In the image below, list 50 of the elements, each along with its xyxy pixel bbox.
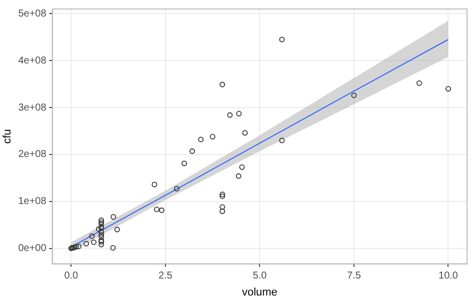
y-tick-label: 0e+00: [18, 243, 47, 254]
point: [189, 148, 195, 154]
point: [242, 130, 248, 136]
x-tick-label: 0.0: [64, 270, 79, 282]
point: [98, 217, 104, 223]
point: [89, 233, 95, 239]
point: [98, 234, 104, 240]
point: [154, 206, 160, 212]
point: [445, 86, 451, 92]
point: [210, 134, 216, 140]
x-axis-title: volume: [242, 286, 278, 298]
x-tick-label: 7.5: [347, 270, 362, 282]
point: [98, 219, 104, 225]
point: [227, 112, 233, 118]
point: [236, 110, 242, 116]
point: [152, 182, 158, 188]
point: [198, 136, 204, 142]
point: [220, 208, 226, 214]
y-axis-title: cfu: [2, 129, 14, 144]
point: [76, 244, 82, 250]
point: [91, 239, 97, 245]
point: [220, 82, 226, 88]
point: [98, 229, 104, 235]
point: [236, 173, 242, 179]
point: [279, 36, 285, 42]
point: [98, 242, 104, 248]
point: [114, 226, 120, 232]
point: [98, 232, 104, 238]
y-tick-label: 1e+08: [18, 196, 47, 208]
point: [174, 186, 180, 192]
point: [83, 240, 89, 246]
point: [73, 244, 79, 250]
point: [220, 204, 226, 210]
point: [279, 138, 285, 144]
point: [98, 221, 104, 227]
point: [158, 208, 164, 214]
point: [182, 160, 188, 166]
point: [110, 214, 116, 220]
point: [96, 226, 102, 232]
y-tick-label: 4e+08: [18, 55, 47, 66]
point: [416, 80, 422, 86]
x-tick-label: 2.5: [158, 270, 173, 282]
x-tick-label: 5.0: [252, 270, 268, 282]
y-tick-label: 5e+08: [18, 8, 47, 20]
point: [351, 92, 357, 98]
y-tick-label: 2e+08: [18, 149, 47, 160]
x-tick-label: 10.0: [438, 270, 458, 282]
point: [239, 164, 245, 170]
point: [110, 245, 116, 251]
y-tick-label: 3e+08: [18, 102, 47, 114]
